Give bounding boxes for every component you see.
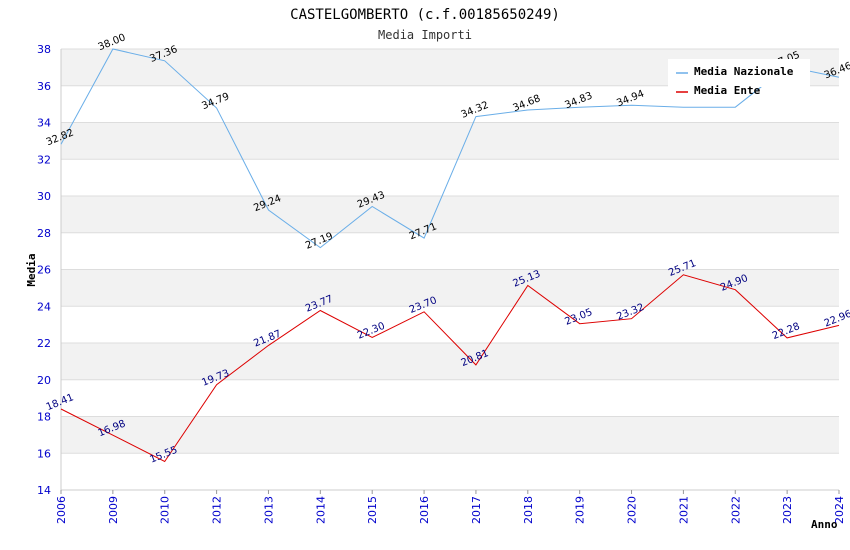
legend-label-media-ente: Media Ente (694, 84, 761, 97)
grid-band (61, 85, 839, 123)
x-tick-label: 2013 (262, 496, 275, 524)
grid-band (61, 379, 839, 417)
series-lines (60, 48, 840, 463)
y-tick-label: 22 (37, 337, 51, 350)
y-tick-label: 34 (37, 117, 51, 130)
chart-subtitle: Media Importi (378, 28, 472, 42)
grid-band (61, 196, 839, 233)
y-tick-label: 36 (37, 80, 51, 93)
y-tick-label: 32 (37, 153, 51, 166)
series-line-media-nazionale (60, 48, 840, 249)
y-tick-label: 14 (37, 484, 51, 497)
chart-title: CASTELGOMBERTO (c.f.00185650249) (290, 7, 560, 23)
x-tick-label: 2009 (107, 496, 120, 524)
x-tick-label: 2023 (781, 496, 794, 524)
x-tick-label: 2006 (55, 496, 68, 524)
y-tick-label: 18 (37, 411, 51, 424)
legend-label-media-nazionale: Media Nazionale (694, 65, 794, 78)
x-tick-label: 2015 (366, 496, 379, 524)
y-tick-label: 30 (37, 190, 51, 203)
y-axis-label: Media (25, 253, 38, 286)
grid-band (61, 416, 839, 454)
y-tick-label: 26 (37, 264, 51, 277)
x-tick-label: 2022 (729, 496, 742, 524)
x-tick-label: 2018 (522, 496, 535, 524)
y-tick-label: 28 (37, 227, 51, 240)
x-tick-label: 2021 (677, 496, 690, 524)
grid-band (61, 269, 839, 307)
legend-box (668, 59, 810, 87)
series-line-media-ente (60, 274, 840, 463)
x-tick-label: 2012 (211, 496, 224, 524)
x-tick-label: 2010 (159, 496, 172, 524)
x-tick-label: 2020 (626, 496, 639, 524)
x-tick-label: 2014 (314, 496, 327, 524)
y-axis-ticks: 14 16 18 20 22 24 26 28 30 32 34 36 38 (37, 43, 51, 497)
legend: Media Nazionale Media Ente (668, 59, 810, 97)
y-tick-label: 16 (37, 447, 51, 460)
grid-band (61, 453, 839, 490)
grid-band (61, 306, 839, 343)
grid-band (61, 122, 839, 160)
x-tick-label: 2016 (418, 496, 431, 524)
x-tick-label: 2019 (574, 496, 587, 524)
y-tick-label: 38 (37, 43, 51, 56)
y-tick-label: 24 (37, 300, 51, 313)
x-tick-label: 2017 (470, 496, 483, 524)
x-axis-label: Anno (811, 518, 838, 531)
grid-bands (61, 49, 839, 490)
grid-band (61, 232, 839, 270)
x-axis-ticks: 2006 2009 2010 2012 2013 2014 2015 2016 2017 2018… (55, 490, 846, 524)
y-tick-label: 20 (37, 374, 51, 387)
grid-band (61, 343, 839, 380)
x-tick-label: 2024 (833, 496, 846, 524)
